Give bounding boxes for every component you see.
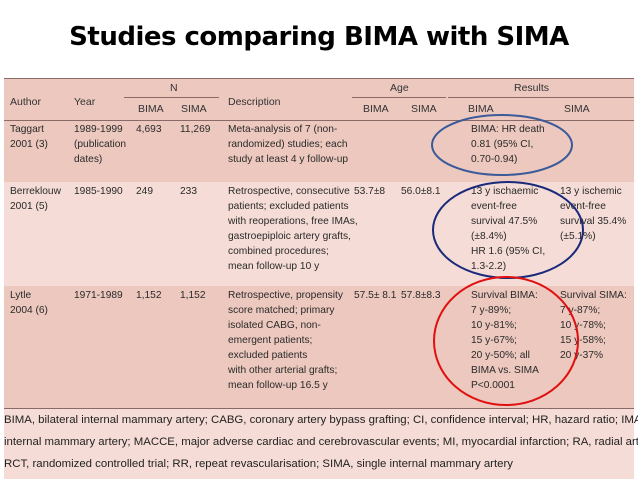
row1-n-sima: 11,269 [180,124,211,135]
row3-n-sima: 1,152 [180,290,206,301]
n-subheader-rule [124,97,219,98]
footnote-line-2: internal mammary artery; MACCE, major ad… [4,436,638,448]
header-age-bima: BIMA [363,103,389,115]
row1-author: Taggart 2001 (3) [10,124,48,150]
row2-results-bima: 13 y ischaemic event-free survival 47.5% (… [471,186,546,272]
row3-description: Retrospective, propensity score matched; … [228,290,343,391]
header-n: N [170,82,178,94]
slide-title: Studies comparing BIMA with SIMA [69,22,569,52]
header-author: Author [10,96,41,108]
row2-results-sima: 13 y ischemic event-free survival 35.4% (±5… [560,186,627,242]
row2-n-bima: 249 [136,186,153,197]
header-n-bima: BIMA [138,103,164,115]
row3-n-bima: 1,152 [136,290,162,301]
row3-results-bima: Survival BIMA: 7 y-89%; 10 y-81%; 15 y-67%… [471,290,539,391]
row2-description: Retrospective, consecutive patients; excl… [228,186,358,272]
header-n-sima: SIMA [181,103,207,115]
row3-author: Lytle 2004 (6) [10,290,48,316]
age-subheader-rule [352,97,446,98]
header-description: Description [228,96,281,108]
row2-n-sima: 233 [180,186,197,197]
row1-year: 1989-1999 (publication dates) [74,124,127,165]
header-bottom-rule [4,120,634,121]
row3-year: 1971-1989 [74,290,123,301]
row3-age-bima: 57.5± 8.1 [354,290,397,301]
row2-author: Berreklouw 2001 (5) [10,186,61,212]
row2-year: 1985-1990 [74,186,123,197]
table-bottom-rule [4,408,634,409]
header-top-rule [4,78,634,79]
results-subheader-rule [448,97,634,98]
row3-age-sima: 57.8±8.3 [401,290,441,301]
header-age-sima: SIMA [411,103,437,115]
header-results-sima: SIMA [564,103,590,115]
footnote-line-1: BIMA, bilateral internal mammary artery;… [4,414,638,426]
header-results-bima: BIMA [468,103,494,115]
header-year: Year [74,96,96,108]
row3-results-sima: Survival SIMA: 7 y-87%; 10 y-78%; 15 y-58%… [560,290,627,361]
row1-n-bima: 4,693 [136,124,162,135]
table-header [4,78,634,120]
row2-age-bima: 53.7±8 [354,186,386,197]
header-results: Results [514,82,550,94]
footnote-line-3: RCT, randomized controlled trial; RR, re… [4,458,513,470]
row1-results-bima: BIMA: HR death 0.81 (95% CI, 0.70-0.94) [471,124,545,165]
row1-description: Meta-analysis of 7 (non-randomized) stud… [228,124,349,165]
header-age: Age [390,82,409,94]
row2-age-sima: 56.0±8.1 [401,186,441,197]
